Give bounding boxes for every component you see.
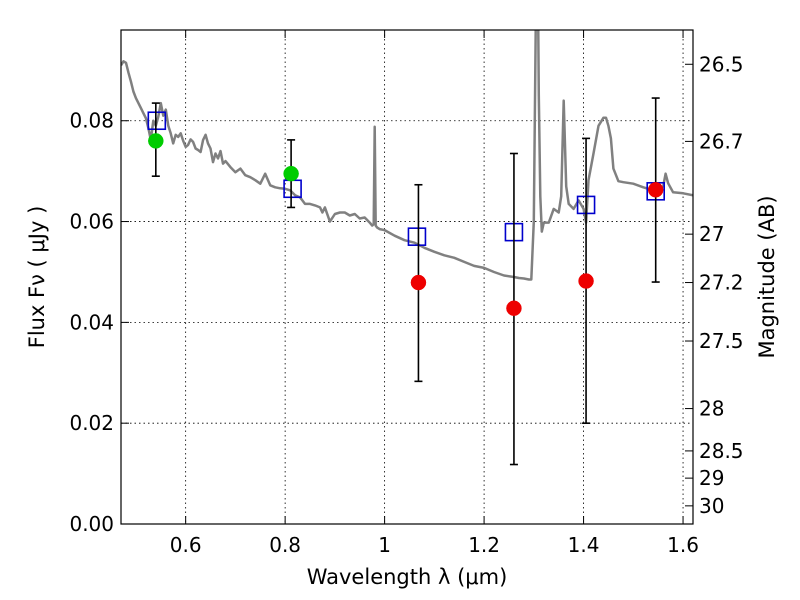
x-tick-label: 0.8 [269, 533, 301, 557]
y2-tick-label: 27.2 [699, 271, 744, 295]
data-point [647, 182, 664, 198]
data-point [578, 273, 594, 289]
axis-ticks: 0.6 0.8 1 1.2 1.4 1.6 0.00 0.02 0.04 0.06 0.08 26.5… [69, 30, 744, 557]
y-tick-label: 0.06 [69, 210, 114, 234]
data-point [148, 133, 164, 149]
y2-axis-label: Magnitude (AB) [755, 195, 779, 358]
y2-tick-label: 26.7 [699, 129, 744, 153]
model-photometry-square [407, 227, 427, 246]
y2-tick-label: 27 [699, 222, 724, 246]
x-tick-label: 1.4 [568, 533, 600, 557]
sed-model-line [121, 30, 693, 281]
x-tick-label: 0.6 [170, 533, 202, 557]
y2-tick-label: 27.5 [699, 329, 744, 353]
x-tick-label: 1 [378, 533, 391, 557]
y-axis-label: Flux Fν ( μJy ) [25, 206, 49, 349]
data-point [410, 274, 427, 291]
x-axis-label: Wavelength λ (μm) [307, 565, 508, 589]
x-tick-label: 1.2 [468, 533, 500, 557]
y2-tick-label: 30 [699, 494, 724, 518]
plot-area [121, 30, 693, 466]
plot-frame [120, 29, 694, 525]
y2-tick-label: 28.5 [699, 439, 744, 463]
data-point [283, 165, 299, 182]
y-tick-label: 0.02 [69, 411, 114, 435]
y2-tick-label: 26.5 [699, 52, 744, 76]
y2-tick-label: 29 [699, 466, 724, 490]
x-tick-label: 1.6 [667, 533, 699, 557]
y2-tick-label: 28 [699, 397, 724, 421]
data-point [506, 300, 522, 317]
model-photometry-square [147, 111, 167, 131]
y-tick-label: 0.08 [69, 109, 114, 133]
y-tick-label: 0.00 [69, 512, 114, 536]
y-tick-label: 0.04 [69, 310, 114, 334]
